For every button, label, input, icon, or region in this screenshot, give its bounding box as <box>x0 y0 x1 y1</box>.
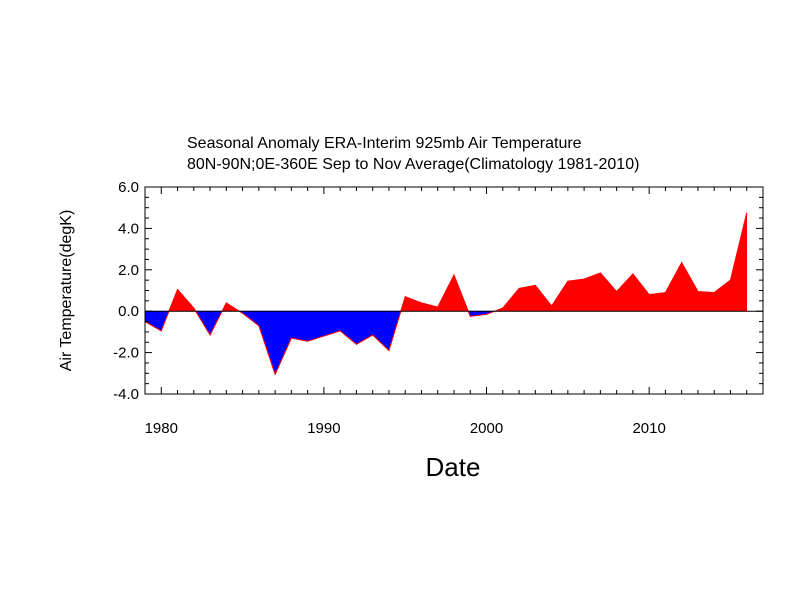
anomaly-line <box>144 212 748 376</box>
positive-anomaly-area <box>518 284 536 312</box>
area-layer <box>144 212 748 376</box>
negative-anomaly-area <box>372 310 390 352</box>
x-tick-label: 1980 <box>145 420 178 437</box>
negative-anomaly-area <box>339 310 357 345</box>
negative-anomaly-area <box>258 310 276 375</box>
y-tick-label: 0.0 <box>118 303 139 320</box>
positive-anomaly-area <box>421 302 439 312</box>
x-tick-label: 1990 <box>307 420 340 437</box>
y-axis-label: Air Temperature(degK) <box>58 210 75 372</box>
y-tick-label: 4.0 <box>118 220 139 237</box>
positive-anomaly-area <box>567 278 585 312</box>
positive-anomaly-area <box>665 262 682 312</box>
positive-anomaly-area <box>697 291 715 312</box>
positive-anomaly-area <box>648 292 666 312</box>
x-tick-label: 2010 <box>632 420 665 437</box>
negative-anomaly-area <box>323 310 341 337</box>
chart-subtitle: 80N-90N;0E-360E Sep to Nov Average(Clima… <box>187 156 639 173</box>
negative-anomaly-area <box>144 310 162 332</box>
chart-title: Seasonal Anomaly ERA-Interim 925mb Air T… <box>187 135 582 152</box>
y-tick-label: 2.0 <box>118 262 139 279</box>
plot-frame <box>144 186 764 395</box>
positive-anomaly-area <box>730 212 748 312</box>
positive-anomaly-area <box>616 273 634 312</box>
y-tick-label: -2.0 <box>113 345 139 362</box>
x-axis-label: Date <box>426 452 481 482</box>
label-layer: 1980 1990 2000 2010 -4.0 -2.0 0.0 2.0 4.0 6.0 <box>113 179 666 437</box>
positive-anomaly-area <box>632 273 650 312</box>
positive-anomaly-area <box>404 296 422 312</box>
x-tick-label: 2000 <box>470 420 503 437</box>
positive-anomaly-area <box>713 279 731 312</box>
negative-anomaly-area <box>291 310 308 342</box>
y-tick-label: -4.0 <box>113 386 139 403</box>
positive-anomaly-area <box>600 272 617 312</box>
y-tick-label: 6.0 <box>118 179 139 196</box>
